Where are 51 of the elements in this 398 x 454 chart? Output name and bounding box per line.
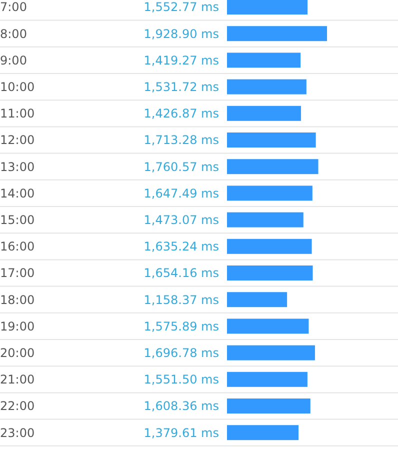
bar xyxy=(227,26,327,42)
data-label: 1,419.27 ms xyxy=(144,53,219,68)
y-tick-label: 23:00 xyxy=(0,426,35,440)
y-tick-label: 17:00 xyxy=(0,266,35,280)
y-tick-label: 12:00 xyxy=(0,133,35,148)
bar xyxy=(227,212,304,228)
data-label: 1,654.16 ms xyxy=(144,266,219,280)
bar xyxy=(227,132,316,148)
bar xyxy=(227,292,288,308)
y-tick-label: 20:00 xyxy=(0,346,35,360)
bar xyxy=(227,106,301,121)
y-tick-label: 16:00 xyxy=(0,240,35,254)
y-tick-label: 8:00 xyxy=(0,26,27,41)
y-tick-label: 9:00 xyxy=(0,53,27,68)
y-tick-label: 22:00 xyxy=(0,399,35,414)
data-label: 1,647.49 ms xyxy=(144,186,219,200)
data-label: 1,473.07 ms xyxy=(144,213,219,227)
bar xyxy=(227,398,310,414)
bar xyxy=(227,345,315,360)
bar xyxy=(227,266,313,280)
data-label: 1,379.61 ms xyxy=(144,426,219,440)
y-tick-label: 14:00 xyxy=(0,186,35,200)
bar xyxy=(227,238,312,254)
data-label: 1,608.36 ms xyxy=(144,399,219,414)
y-tick-label: 13:00 xyxy=(0,160,35,174)
bar xyxy=(227,318,309,334)
y-tick-label: 7:00 xyxy=(0,0,27,14)
bar xyxy=(227,425,299,440)
bar xyxy=(227,52,301,68)
data-label: 1,760.57 ms xyxy=(144,160,219,174)
data-label: 1,635.24 ms xyxy=(144,240,219,254)
y-tick-label: 15:00 xyxy=(0,213,35,227)
y-tick-label: 18:00 xyxy=(0,292,35,307)
bar xyxy=(227,372,308,387)
data-label: 1,575.89 ms xyxy=(144,319,219,334)
data-label: 1,551.50 ms xyxy=(144,372,219,387)
y-tick-label: 21:00 xyxy=(0,372,35,387)
data-label: 1,426.87 ms xyxy=(144,106,219,121)
data-label: 1,552.77 ms xyxy=(144,0,219,14)
y-tick-label: 19:00 xyxy=(0,319,35,334)
bar xyxy=(227,0,308,14)
data-label: 1,531.72 ms xyxy=(144,80,219,94)
bar xyxy=(227,186,312,201)
bar xyxy=(227,159,318,174)
data-label: 1,158.37 ms xyxy=(144,292,219,307)
bar xyxy=(227,79,306,94)
data-label: 1,696.78 ms xyxy=(144,346,219,360)
data-label: 1,928.90 ms xyxy=(144,26,219,41)
y-tick-label: 11:00 xyxy=(0,106,35,121)
y-tick-label: 10:00 xyxy=(0,80,35,94)
data-label: 1,713.28 ms xyxy=(144,133,219,148)
